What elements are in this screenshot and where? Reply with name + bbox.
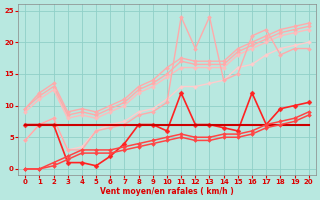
X-axis label: Vent moyen/en rafales ( km/h ): Vent moyen/en rafales ( km/h ) — [100, 187, 234, 196]
